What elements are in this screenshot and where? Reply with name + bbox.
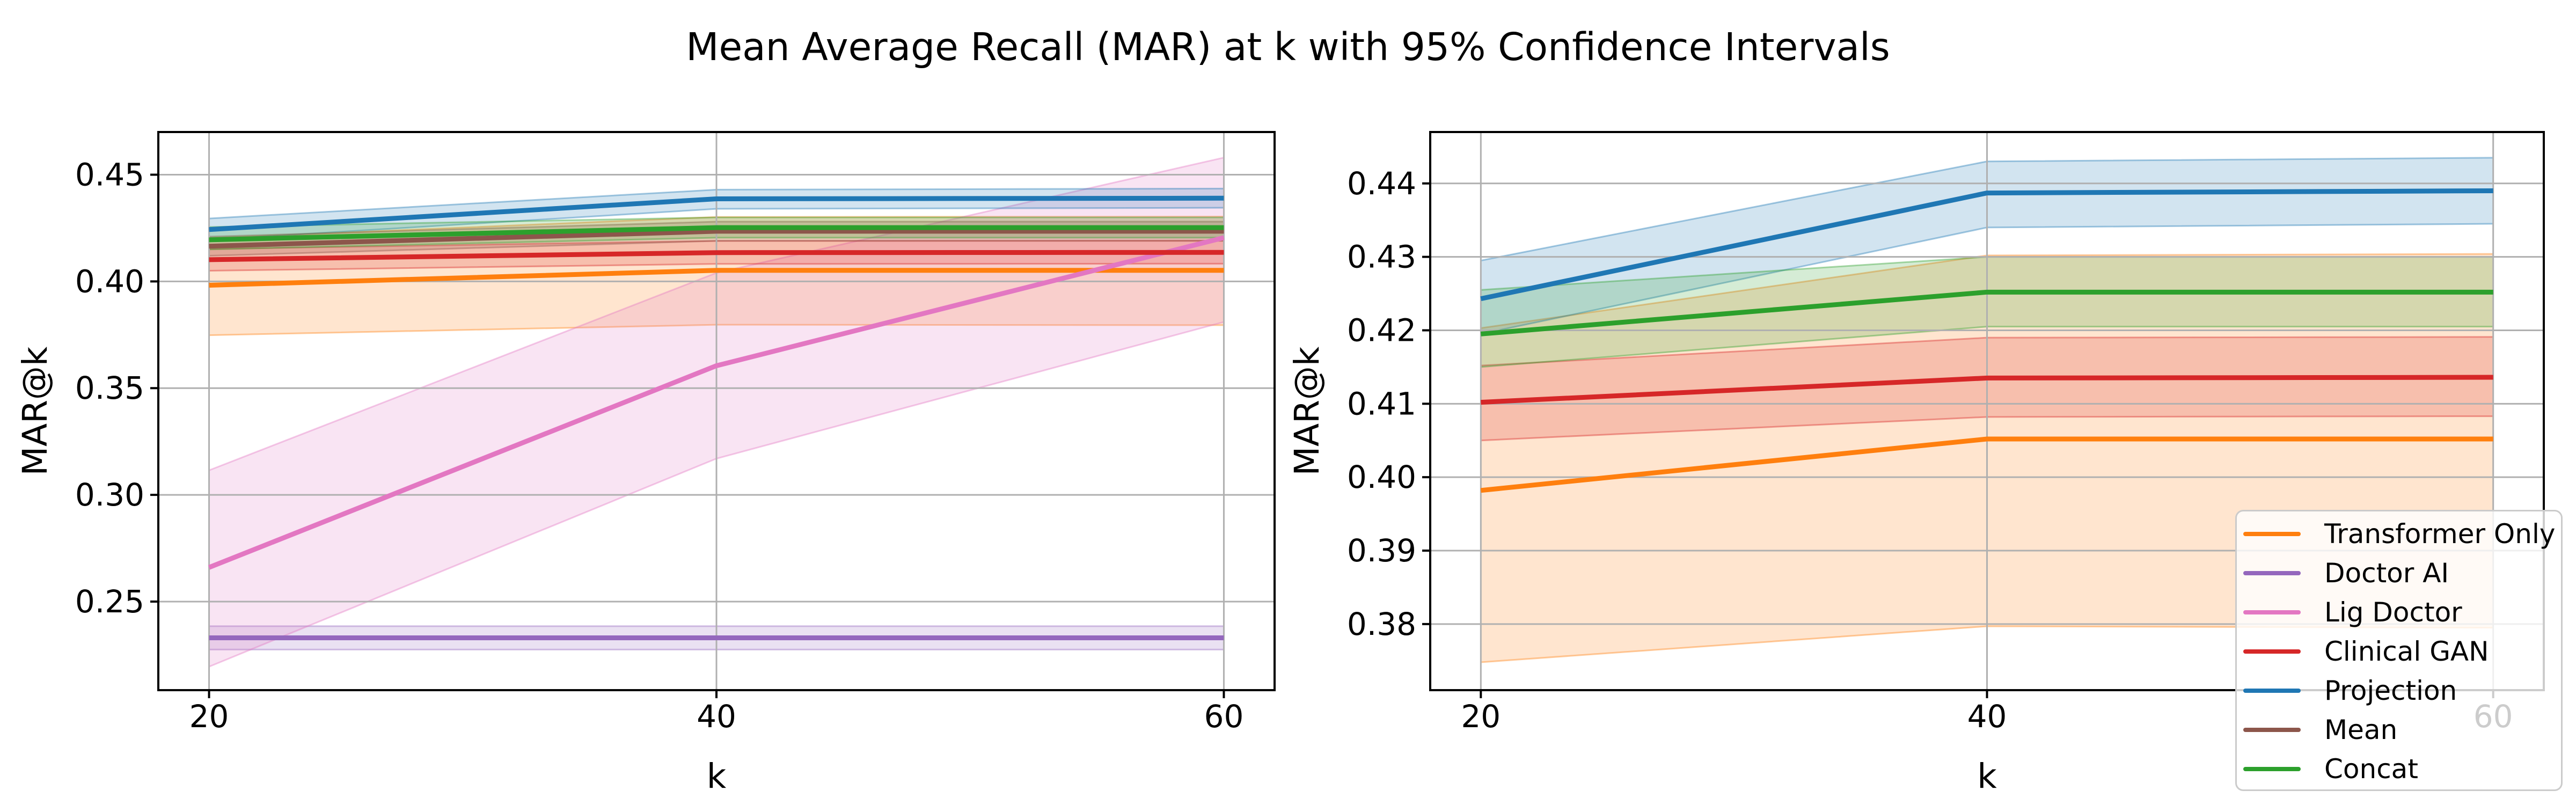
y-tick-label: 0.42 <box>1347 312 1416 348</box>
y-tick-label: 0.40 <box>75 263 144 299</box>
legend-label: Mean <box>2324 714 2398 745</box>
legend-entry-doctor-ai: Doctor AI <box>2243 553 2561 592</box>
x-tick-label: 20 <box>189 698 229 735</box>
x-tick-label: 60 <box>1204 698 1244 735</box>
series-line-lig-doctor <box>208 235 1225 570</box>
y-axis-label: MAR@k <box>1287 346 1327 475</box>
y-tick-label: 0.41 <box>1347 385 1416 422</box>
series-line-transformer-only <box>209 268 1224 288</box>
y-tick-label: 0.39 <box>1347 532 1416 569</box>
legend-entry-mean: Mean <box>2243 710 2561 749</box>
legend-label: Doctor AI <box>2324 557 2449 589</box>
series-line-mean <box>209 229 1224 249</box>
legend-swatch-doctor-ai <box>2243 570 2301 575</box>
legend-label: Concat <box>2324 753 2418 785</box>
legend-label: Transformer Only <box>2324 518 2556 550</box>
y-tick-label: 0.35 <box>75 370 144 406</box>
legend: Transformer Only Doctor AI Lig Doctor Clini… <box>2235 510 2563 791</box>
x-tick-label: 20 <box>1461 698 1501 735</box>
ci-band-projection <box>209 188 1224 240</box>
legend-swatch-mean <box>2243 727 2301 732</box>
legend-swatch-clinical-gan <box>2243 649 2301 654</box>
legend-entry-clinical-gan: Clinical GAN <box>2243 632 2561 671</box>
legend-swatch-lig-doctor <box>2243 610 2301 614</box>
y-axis-label: MAR@k <box>16 346 55 475</box>
x-axis-label: k <box>1977 757 1997 796</box>
figure-title: Mean Average Recall (MAR) at k with 95% … <box>686 25 1890 69</box>
legend-entry-transformer-only: Transformer Only <box>2243 514 2561 553</box>
y-tick-label: 0.40 <box>1347 459 1416 495</box>
series-line-clinical-gan <box>209 250 1224 262</box>
series-line-projection <box>1480 188 2493 302</box>
legend-label: Clinical GAN <box>2324 635 2489 667</box>
legend-swatch-transformer-only <box>2243 531 2301 536</box>
x-tick-label: 40 <box>1967 698 2007 735</box>
legend-entry-projection: Projection <box>2243 671 2561 710</box>
series-line-projection <box>209 195 1224 232</box>
series-line-concat <box>1480 289 2493 336</box>
y-tick-label: 0.25 <box>75 583 144 620</box>
y-tick-label: 0.45 <box>75 157 144 193</box>
legend-entry-concat: Concat <box>2243 749 2561 788</box>
ci-band-projection <box>1481 157 2493 334</box>
series-line-transformer-only <box>1480 436 2493 493</box>
x-axis-label: k <box>707 757 727 796</box>
legend-label: Lig Doctor <box>2324 596 2462 628</box>
series-line-clinical-gan <box>1481 375 2493 405</box>
y-tick-label: 0.43 <box>1347 239 1416 275</box>
legend-label: Projection <box>2324 675 2457 706</box>
legend-swatch-projection <box>2243 688 2301 693</box>
x-tick-label: 40 <box>697 698 736 735</box>
legend-swatch-concat <box>2243 766 2301 771</box>
y-tick-label: 0.44 <box>1347 165 1416 202</box>
legend-entry-lig-doctor: Lig Doctor <box>2243 592 2561 632</box>
series-line-concat <box>209 225 1224 243</box>
axes-left: 20 40 60 0.25 0.30 0.35 0.40 0.45 k MAR@k <box>16 131 1276 796</box>
y-tick-label: 0.38 <box>1347 606 1416 642</box>
y-tick-label: 0.30 <box>75 477 144 513</box>
